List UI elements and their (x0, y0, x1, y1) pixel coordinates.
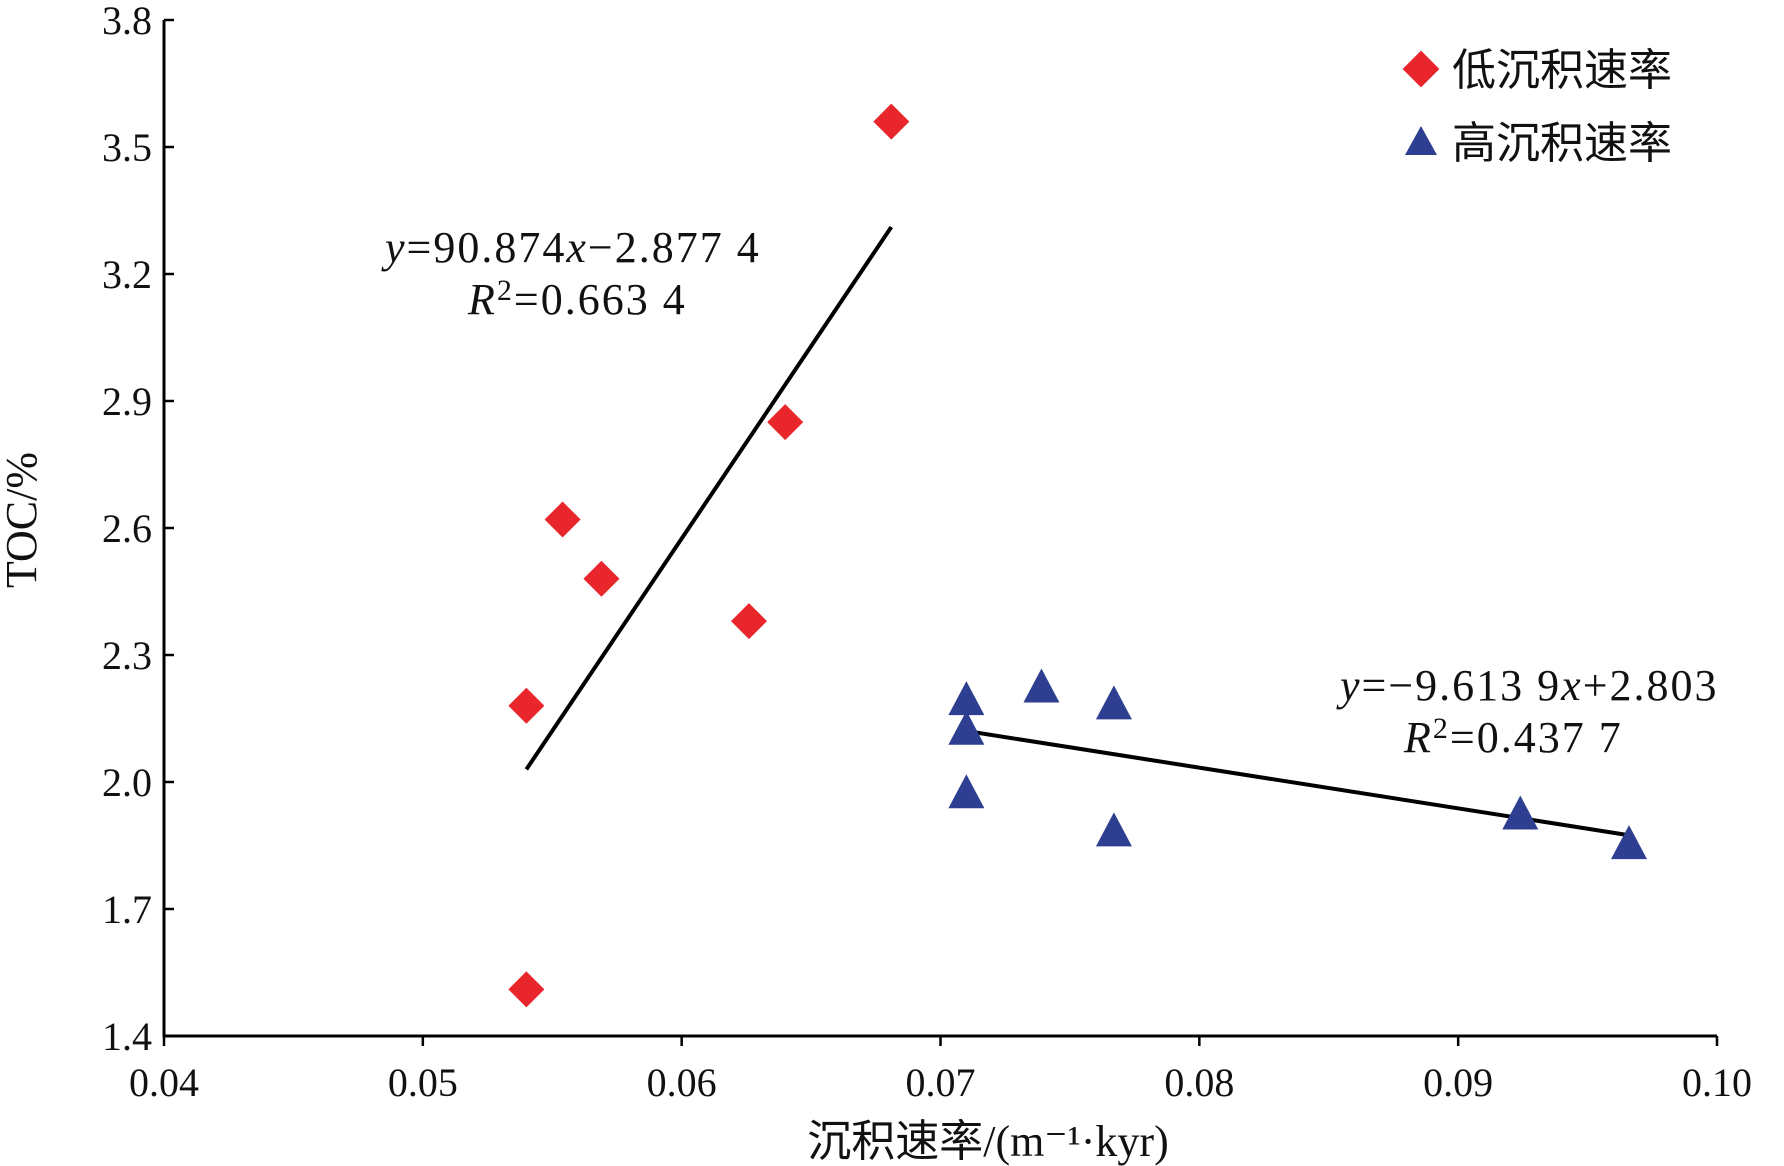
point-triangle (1023, 668, 1060, 703)
equation-low: y=90.874x−2.877 4 (381, 223, 761, 272)
y-tick-label: 2.9 (102, 379, 152, 424)
point-diamond (508, 687, 545, 724)
point-triangle (1502, 795, 1539, 830)
point-triangle (1610, 825, 1647, 860)
y-tick-label: 2.0 (102, 760, 152, 805)
r2-high: R2=0.437 7 (1403, 712, 1623, 762)
y-tick-label: 1.7 (102, 887, 152, 932)
point-diamond (730, 603, 767, 640)
r2-low: R2=0.663 4 (467, 274, 687, 324)
x-tick-label: 0.10 (1682, 1060, 1752, 1105)
legend-marker-triangle (1405, 126, 1437, 155)
equation-high: y=−9.613 9x+2.803 (1336, 661, 1719, 710)
x-tick-label: 0.06 (647, 1060, 717, 1105)
data-points (508, 103, 1647, 1008)
point-triangle (1095, 812, 1132, 847)
y-tick-label: 3.5 (102, 125, 152, 170)
point-triangle (948, 681, 985, 716)
y-tick-label: 3.8 (102, 0, 152, 43)
y-tick-label: 2.3 (102, 633, 152, 678)
y-axis-title: TOC/% (0, 452, 46, 588)
x-tick-label: 0.04 (129, 1060, 199, 1105)
point-diamond (767, 404, 804, 441)
y-tick-label: 3.2 (102, 252, 152, 297)
axes: 1.4 1.7 2.0 2.3 2.6 2.9 3.2 3.5 3.8 0.04 0.05 0.06 0… (102, 0, 1752, 1105)
point-triangle (948, 774, 985, 809)
legend-label-low: 低沉积速率 (1452, 45, 1672, 96)
legend-label-high: 高沉积速率 (1452, 118, 1672, 169)
regression-line-low (524, 225, 893, 771)
x-axis-title: 沉积速率/(m⁻¹·kyr) (807, 1117, 1168, 1166)
x-tick-label: 0.07 (906, 1060, 976, 1105)
point-diamond (508, 971, 545, 1008)
legend-item-high: 高沉积速率 (1405, 118, 1672, 169)
x-tick-label: 0.09 (1423, 1060, 1493, 1105)
legend-item-low: 低沉积速率 (1402, 45, 1672, 96)
y-tick-label: 2.6 (102, 506, 152, 551)
point-triangle (1095, 685, 1132, 720)
x-tick-label: 0.05 (388, 1060, 458, 1105)
legend: 低沉积速率 高沉积速率 (1402, 45, 1672, 169)
x-tick-label: 0.08 (1164, 1060, 1234, 1105)
point-diamond (583, 560, 620, 597)
point-diamond (873, 103, 910, 140)
y-tick-label: 1.4 (102, 1014, 152, 1059)
point-diamond (544, 501, 581, 538)
point-triangle (948, 710, 985, 745)
legend-marker-diamond (1402, 50, 1440, 88)
